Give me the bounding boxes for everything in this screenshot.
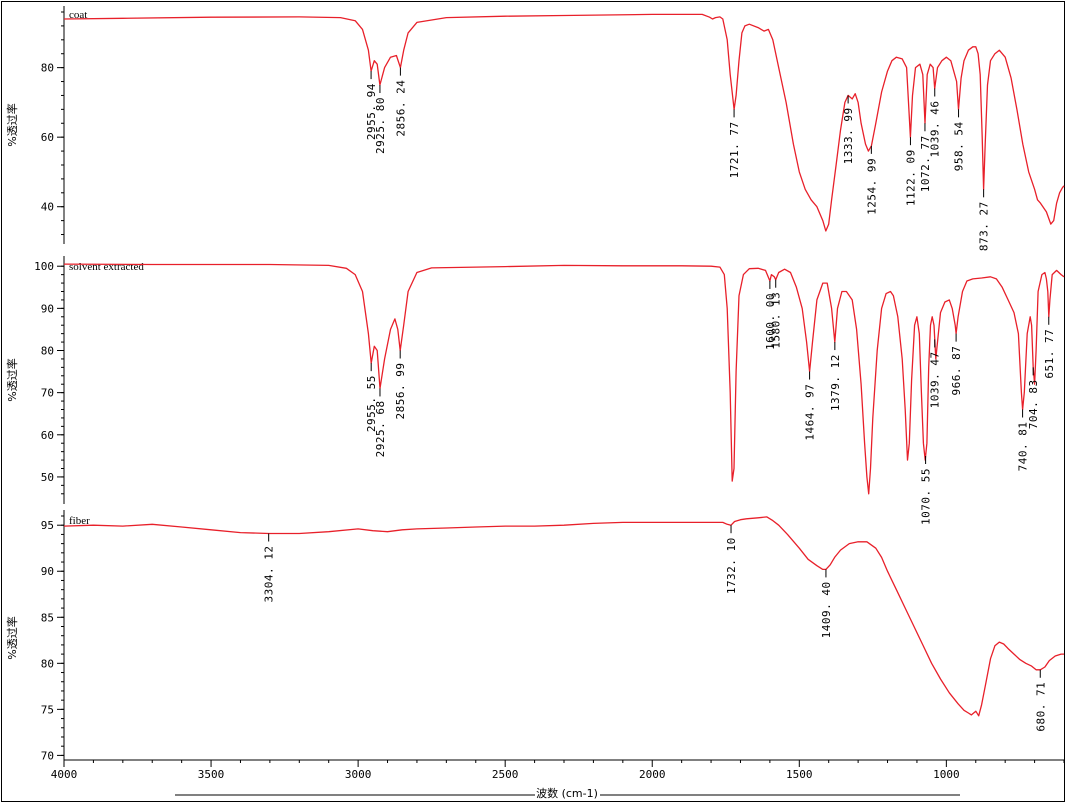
peak-label: 1039. 47 <box>929 351 942 408</box>
peak-label: 1580. 13 <box>770 292 783 349</box>
peak-label: 966. 87 <box>950 346 963 396</box>
x-tick-label: 2500 <box>492 768 519 781</box>
y-tick-label: 60 <box>41 429 54 442</box>
y-tick-label: 50 <box>41 471 54 484</box>
panel-solvent-extracted: 50 60 70 80 90 100 %透过率 solvent extracted 2955. … <box>5 256 1065 525</box>
y-tick-label: 85 <box>41 611 54 624</box>
peak-label: 1333. 99 <box>842 107 855 164</box>
peak-label: 1070. 55 <box>920 468 933 525</box>
panel-fiber: 70 75 80 85 90 95 %透过率 fiber 3304. 12 1732. 10 140… <box>5 510 1064 766</box>
peak-label: 1409. 40 <box>820 581 833 638</box>
y-tick-label: 80 <box>41 345 54 358</box>
trace-name-label: fiber <box>69 515 90 527</box>
peak-label: 1600. 00 <box>764 293 777 350</box>
y-axis-title: %透过率 <box>5 358 19 401</box>
x-tick-label: 2000 <box>639 768 666 781</box>
peak-label: 1072. 77 <box>919 135 932 192</box>
peak-label: 1122. 09 <box>904 149 917 206</box>
spectrum-line-solvent-extracted <box>63 263 1065 495</box>
x-tick-label: 4000 <box>51 768 78 781</box>
y-tick-label: 90 <box>41 565 54 578</box>
peak-label: 2925. 80 <box>374 97 387 154</box>
y-axis-title: %透过率 <box>5 616 19 659</box>
x-axis-title: 波数 (cm-1) <box>536 787 598 800</box>
y-tick-label: 70 <box>41 749 54 762</box>
peak-label: 704. 83 <box>1027 379 1040 429</box>
peak-label: 2955. 55 <box>365 375 378 432</box>
spectrum-line-coat <box>63 13 1065 232</box>
peak-label: 740. 81 <box>1017 422 1030 472</box>
x-tick-label: 3000 <box>345 768 372 781</box>
y-tick-label: 70 <box>41 387 54 400</box>
trace-name-label: solvent extracted <box>69 261 144 273</box>
x-axis: 4000 3500 3000 2500 2000 1500 1000 <box>51 759 1065 796</box>
peak-label: 2856. 99 <box>394 363 407 420</box>
peak-label: 651. 77 <box>1043 329 1056 379</box>
peak-label: 1464. 97 <box>804 384 817 441</box>
x-tick-label: 1500 <box>786 768 813 781</box>
x-tick-label: 3500 <box>198 768 225 781</box>
spectrum-line-fiber <box>63 516 1064 717</box>
peak-label: 2856. 24 <box>394 80 407 137</box>
peak-label: 3304. 12 <box>263 546 276 603</box>
peak-label: 1379. 12 <box>829 354 842 411</box>
trace-name-label: coat <box>69 9 87 21</box>
peak-label: 958. 54 <box>953 121 966 171</box>
y-tick-label: 40 <box>41 201 54 214</box>
y-tick-label: 95 <box>41 519 54 532</box>
peak-label: 1254. 99 <box>865 158 878 215</box>
peak-label: 680. 71 <box>1034 682 1047 732</box>
y-tick-label: 75 <box>41 703 54 716</box>
y-tick-label: 60 <box>41 131 54 144</box>
peak-label: 1732. 10 <box>725 537 738 594</box>
y-tick-label: 90 <box>41 302 54 315</box>
y-tick-label: 100 <box>34 260 54 273</box>
peak-label: 2925. 68 <box>374 400 387 457</box>
peak-label: 873. 27 <box>978 201 991 251</box>
peak-label: 2955. 94 <box>365 83 378 140</box>
y-tick-label: 80 <box>41 657 54 670</box>
y-tick-label: 80 <box>41 62 54 75</box>
x-tick-label: 1000 <box>933 768 960 781</box>
peak-label: 1039. 46 <box>929 101 942 158</box>
y-axis-title: %透过率 <box>5 103 19 146</box>
peak-label: 1721. 77 <box>728 121 741 178</box>
